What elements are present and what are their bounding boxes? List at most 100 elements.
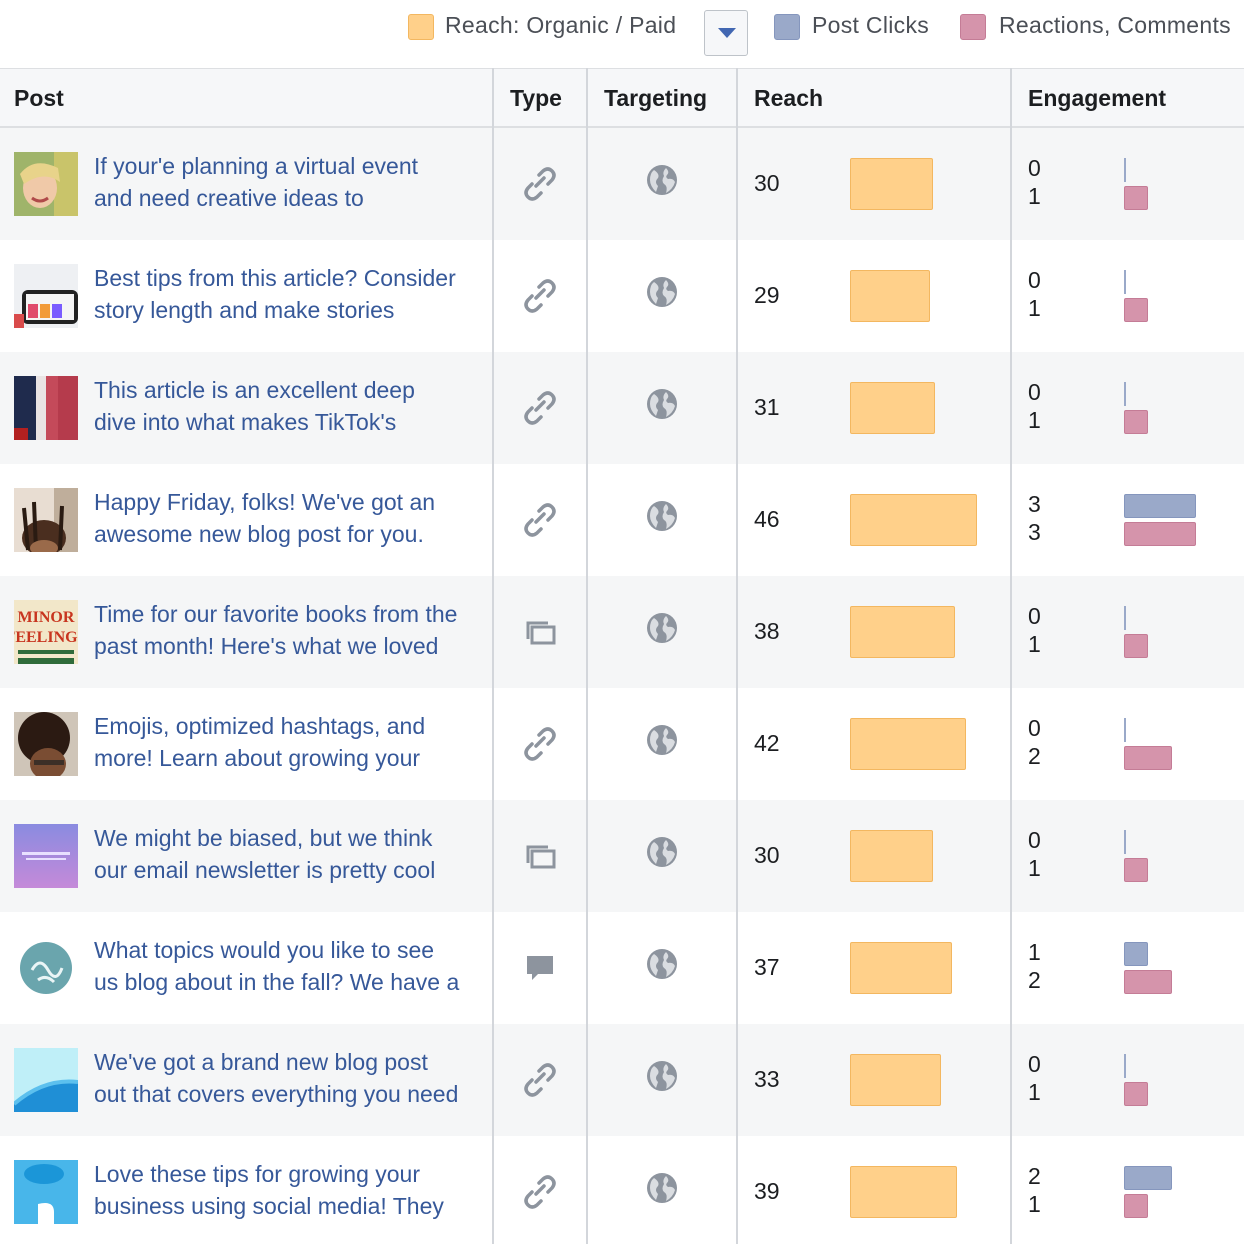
globe-icon bbox=[646, 1172, 678, 1204]
post-message-line: Happy Friday, folks! We've got an bbox=[94, 489, 436, 515]
reactions-value: 2 bbox=[1028, 967, 1041, 993]
post-message-line: Emojis, optimized hashtags, and bbox=[94, 713, 426, 739]
post-message-link[interactable]: Best tips from this article? Consider sto… bbox=[94, 262, 484, 326]
reactions-bar bbox=[1124, 298, 1148, 322]
clicks-legend-swatch bbox=[774, 14, 800, 40]
post-thumbnail[interactable] bbox=[12, 1048, 79, 1112]
post-thumbnail[interactable] bbox=[14, 1160, 78, 1224]
reactions-legend-label: Reactions, Comments bbox=[999, 12, 1231, 38]
reach-value: 42 bbox=[754, 730, 780, 756]
post-thumbnail[interactable] bbox=[14, 824, 78, 888]
post-clicks-value: 2 bbox=[1028, 1163, 1041, 1189]
status-icon bbox=[522, 950, 558, 986]
engagement-column-header[interactable]: Engagement bbox=[1028, 85, 1167, 111]
post-message-link[interactable]: Emojis, optimized hashtags, and more! Lea… bbox=[94, 710, 484, 774]
post-message-line: past month! Here's what we loved bbox=[94, 633, 439, 659]
post-clicks-value: 0 bbox=[1028, 267, 1041, 293]
globe-icon bbox=[646, 164, 678, 196]
globe-icon bbox=[646, 836, 678, 868]
table-row[interactable]: Best tips from this article? Consider sto… bbox=[0, 240, 1244, 352]
table-row[interactable]: MINOR FEELINGS Time for our favorite books… bbox=[0, 576, 1244, 688]
column-divider bbox=[736, 68, 738, 1244]
post-message-link[interactable]: We might be biased, but we think our emai… bbox=[94, 822, 484, 886]
table-row[interactable]: What topics would you like to see us blog… bbox=[0, 912, 1244, 1024]
reactions-value: 1 bbox=[1028, 631, 1041, 657]
reach-legend-swatch bbox=[408, 14, 434, 40]
table-row[interactable]: Happy Friday, folks! We've got an awesome… bbox=[0, 464, 1244, 576]
post-clicks-bar bbox=[1124, 1166, 1172, 1190]
post-message-line: our email newsletter is pretty cool bbox=[94, 857, 436, 883]
album-icon bbox=[522, 614, 558, 650]
reach-value: 31 bbox=[754, 394, 780, 420]
post-clicks-value: 0 bbox=[1028, 1051, 1041, 1077]
post-clicks-value: 3 bbox=[1028, 491, 1041, 517]
reach-bar bbox=[850, 606, 955, 658]
reach-value: 30 bbox=[754, 842, 780, 868]
post-column-header[interactable]: Post bbox=[14, 85, 64, 111]
reactions-value: 1 bbox=[1028, 1191, 1041, 1217]
post-clicks-value: 0 bbox=[1028, 603, 1041, 629]
post-message-line: story length and make stories bbox=[94, 297, 395, 323]
post-clicks-value: 0 bbox=[1028, 827, 1041, 853]
post-thumbnail[interactable]: MINOR FEELINGS bbox=[6, 600, 87, 664]
table-row[interactable]: We might be biased, but we think our emai… bbox=[0, 800, 1244, 912]
table-row[interactable]: Emojis, optimized hashtags, and more! Lea… bbox=[0, 688, 1244, 800]
post-clicks-bar bbox=[1124, 158, 1126, 182]
post-message-link[interactable]: If your'e planning a virtual event and ne… bbox=[94, 150, 484, 214]
reach-bar bbox=[850, 382, 935, 434]
table-row[interactable]: We've got a brand new blog post out that … bbox=[0, 1024, 1244, 1136]
reach-bar bbox=[850, 1054, 941, 1106]
post-message-link[interactable]: Happy Friday, folks! We've got an awesome… bbox=[94, 486, 484, 550]
reach-bar bbox=[850, 270, 930, 322]
post-message-link[interactable]: We've got a brand new blog post out that … bbox=[94, 1046, 484, 1110]
link-icon bbox=[522, 502, 558, 538]
svg-text:MINOR: MINOR bbox=[18, 609, 75, 626]
table-row[interactable]: This article is an excellent deep dive in… bbox=[0, 352, 1244, 464]
reach-bar bbox=[850, 1166, 957, 1218]
column-divider bbox=[586, 68, 588, 1244]
post-clicks-bar bbox=[1124, 830, 1126, 854]
link-icon bbox=[522, 390, 558, 426]
post-thumbnail[interactable] bbox=[14, 152, 78, 216]
post-message-line: awesome new blog post for you. bbox=[94, 521, 424, 547]
column-divider bbox=[1010, 68, 1012, 1244]
post-clicks-value: 0 bbox=[1028, 715, 1041, 741]
post-message-link[interactable]: This article is an excellent deep dive in… bbox=[94, 374, 484, 438]
post-thumbnail[interactable] bbox=[14, 264, 78, 328]
post-thumbnail[interactable] bbox=[14, 488, 78, 556]
globe-icon bbox=[646, 500, 678, 532]
globe-icon bbox=[646, 724, 678, 756]
table-row[interactable]: If your'e planning a virtual event and ne… bbox=[0, 128, 1244, 240]
globe-icon bbox=[646, 388, 678, 420]
reactions-bar bbox=[1124, 1082, 1148, 1106]
type-column-header[interactable]: Type bbox=[510, 85, 562, 111]
reactions-value: 1 bbox=[1028, 1079, 1041, 1105]
reach-column-header[interactable]: Reach bbox=[754, 85, 824, 111]
post-message-line: dive into what makes TikTok's bbox=[94, 409, 397, 435]
chevron-down-icon bbox=[718, 28, 736, 38]
post-message-link[interactable]: Time for our favorite books from the past… bbox=[94, 598, 484, 662]
reach-bar bbox=[850, 494, 977, 546]
post-message-link[interactable]: What topics would you like to see us blog… bbox=[94, 934, 484, 998]
reactions-bar bbox=[1124, 1194, 1148, 1218]
reactions-value: 3 bbox=[1028, 519, 1041, 545]
reactions-bar bbox=[1124, 970, 1172, 994]
post-message-link[interactable]: Love these tips for growing your business… bbox=[94, 1158, 484, 1222]
post-message-line: If your'e planning a virtual event bbox=[94, 153, 419, 179]
post-clicks-value: 0 bbox=[1028, 379, 1041, 405]
table-row[interactable]: Love these tips for growing your business… bbox=[0, 1136, 1244, 1248]
targeting-column-header[interactable]: Targeting bbox=[604, 85, 708, 111]
clicks-legend-label: Post Clicks bbox=[812, 12, 930, 38]
post-thumbnail[interactable] bbox=[14, 712, 78, 780]
globe-icon bbox=[646, 276, 678, 308]
chart-legend: Reach: Organic / Paid Post Clicks Reacti… bbox=[0, 0, 1244, 68]
reach-value: 29 bbox=[754, 282, 780, 308]
post-thumbnail[interactable] bbox=[14, 376, 78, 440]
reactions-bar bbox=[1124, 186, 1148, 210]
metric-dropdown-button[interactable] bbox=[704, 10, 748, 56]
reach-legend-label: Reach: Organic / Paid bbox=[445, 12, 677, 38]
post-thumbnail[interactable] bbox=[14, 936, 78, 1000]
post-message-line: more! Learn about growing your bbox=[94, 745, 421, 771]
post-message-line: Love these tips for growing your bbox=[94, 1161, 421, 1187]
reactions-value: 2 bbox=[1028, 743, 1041, 769]
